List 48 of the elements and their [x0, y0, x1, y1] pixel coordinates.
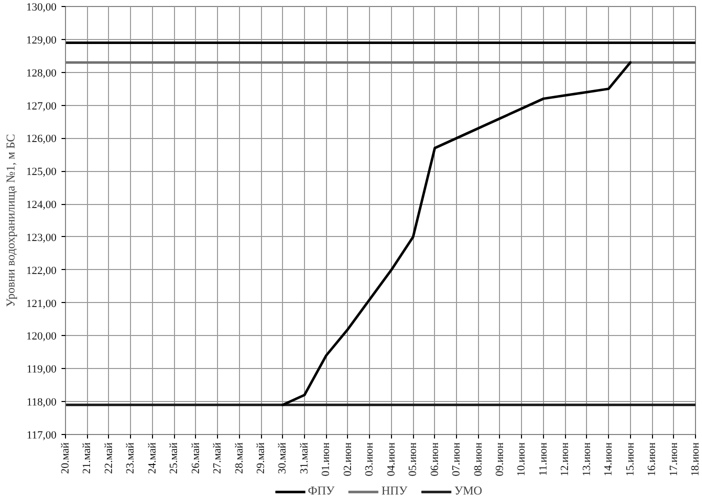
x-tick-label: 29.май: [255, 442, 268, 474]
y-tick-label: 126,00: [26, 133, 57, 146]
y-tick-label: 123,00: [26, 232, 57, 244]
x-tick-label: 24.май: [146, 442, 158, 474]
x-tick-label: 31.май: [298, 442, 310, 474]
y-axis-title: Уровни водохранилища №1, м БС: [3, 134, 18, 307]
y-tick-label: 124,00: [26, 199, 57, 212]
x-tick-label: 26.май: [190, 442, 202, 474]
legend-label: УМО: [454, 484, 482, 498]
x-tick-label: 30.май: [276, 442, 289, 474]
x-tick-label: 14.июн: [602, 442, 615, 476]
legend-label: ФПУ: [308, 484, 334, 498]
x-tick-label: 22.май: [102, 442, 115, 474]
y-tick-label: 125,00: [26, 166, 57, 178]
y-tick-label: 129,00: [26, 34, 57, 46]
x-tick-label: 28.май: [233, 442, 246, 474]
y-tick-label: 120,00: [26, 330, 57, 343]
x-tick-label: 20.май: [60, 442, 72, 474]
x-tick-label: 18.июн: [690, 442, 702, 476]
x-tick-label: 27.май: [212, 442, 224, 474]
x-tick-label: 04.июн: [385, 442, 398, 476]
y-tick-label: 118,00: [26, 396, 57, 409]
x-tick-label: 09.июн: [494, 442, 506, 476]
y-tick-label: 122,00: [26, 264, 57, 277]
x-tick-label: 12.июн: [559, 442, 572, 476]
x-tick-label: 08.июн: [472, 442, 484, 476]
legend-label: НПУ: [381, 484, 408, 498]
x-tick-label: 06.июн: [428, 442, 441, 476]
x-tick-label: 01.июн: [320, 442, 332, 476]
y-tick-label: 130,00: [26, 2, 57, 14]
x-tick-label: 25.май: [168, 442, 180, 474]
x-tick-label: 23.май: [124, 442, 137, 474]
x-tick-label: 03.июн: [364, 442, 376, 476]
x-tick-label: 21.май: [81, 442, 94, 474]
x-tick-label: 02.июн: [342, 442, 354, 476]
x-tick-label: 15.июн: [624, 442, 636, 476]
x-tick-label: 16.июн: [646, 442, 658, 476]
y-tick-label: 128,00: [26, 67, 57, 80]
x-tick-label: 05.июн: [407, 442, 420, 476]
y-tick-label: 127,00: [26, 100, 57, 112]
y-tick-label: 117,00: [26, 430, 57, 442]
x-tick-label: 10.июн: [516, 442, 528, 476]
x-tick-label: 17.июн: [668, 442, 680, 476]
y-tick-label: 121,00: [26, 298, 57, 310]
x-tick-label: 13.июн: [580, 442, 593, 476]
y-tick-label: 119,00: [26, 364, 57, 376]
x-tick-label: 07.июн: [450, 442, 463, 476]
x-tick-label: 11.июн: [537, 442, 550, 476]
